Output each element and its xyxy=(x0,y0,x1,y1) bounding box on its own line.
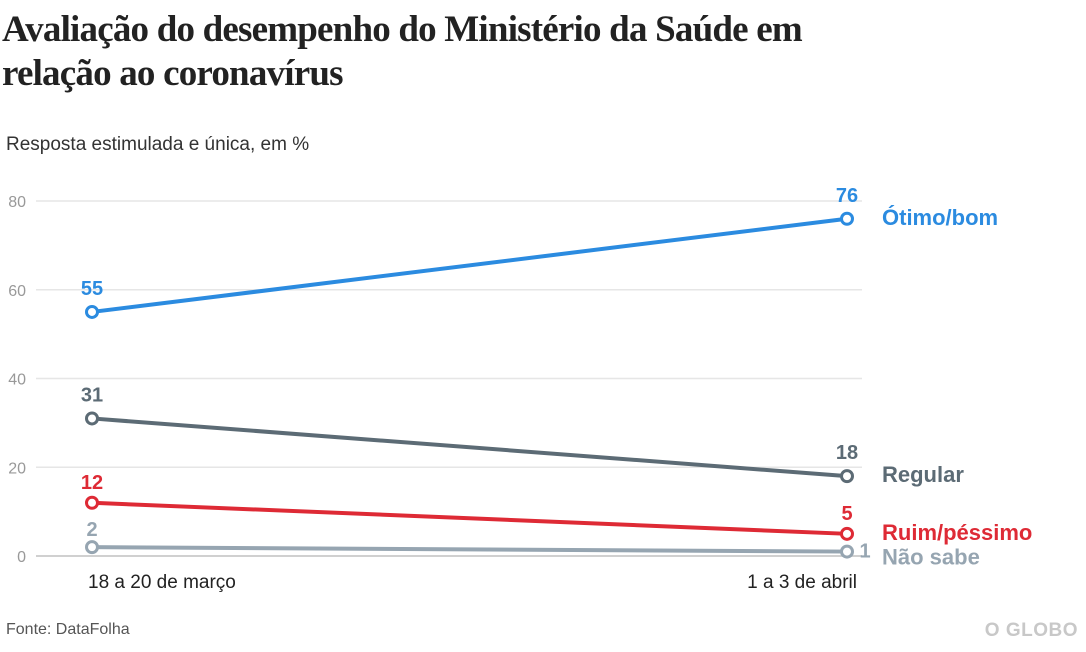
series-label: Ruim/péssimo xyxy=(882,520,1032,545)
chart-subtitle: Resposta estimulada e única, em % xyxy=(6,134,310,155)
data-point xyxy=(85,540,99,555)
series-line xyxy=(91,500,848,536)
y-tick-label: 60 xyxy=(8,283,26,300)
chart-title: Avaliação do desempenho do Ministério da… xyxy=(2,9,803,94)
data-point xyxy=(840,526,854,541)
series-line xyxy=(91,416,848,479)
data-label: 5 xyxy=(841,503,852,525)
y-tick-label: 40 xyxy=(8,372,26,389)
data-label: 1 xyxy=(859,541,870,563)
data-label: 55 xyxy=(81,278,103,300)
data-label: 12 xyxy=(81,472,103,494)
y-tick-label: 0 xyxy=(17,549,26,566)
data-point xyxy=(840,544,854,559)
data-label: 2 xyxy=(86,519,97,541)
series-label: Ótimo/bom xyxy=(882,205,998,230)
data-point xyxy=(840,211,854,226)
series-label: Regular xyxy=(882,462,964,487)
data-point xyxy=(85,304,99,319)
series-line xyxy=(91,216,848,314)
series-label: Não sabe xyxy=(882,545,980,570)
data-point xyxy=(85,495,99,510)
data-label: 31 xyxy=(81,384,103,406)
x-tick-label: 18 a 20 de março xyxy=(88,572,236,593)
source-note: Fonte: DataFolha xyxy=(6,621,130,638)
o-globo-logo: O GLOBO xyxy=(984,620,1078,641)
data-point xyxy=(840,469,854,484)
y-tick-label: 20 xyxy=(8,460,26,477)
data-label: 18 xyxy=(836,442,858,464)
series-line xyxy=(91,545,848,554)
y-tick-label: 80 xyxy=(8,194,26,211)
x-tick-label: 1 a 3 de abril xyxy=(747,572,857,593)
data-label: 76 xyxy=(836,185,858,207)
data-point xyxy=(85,411,99,426)
